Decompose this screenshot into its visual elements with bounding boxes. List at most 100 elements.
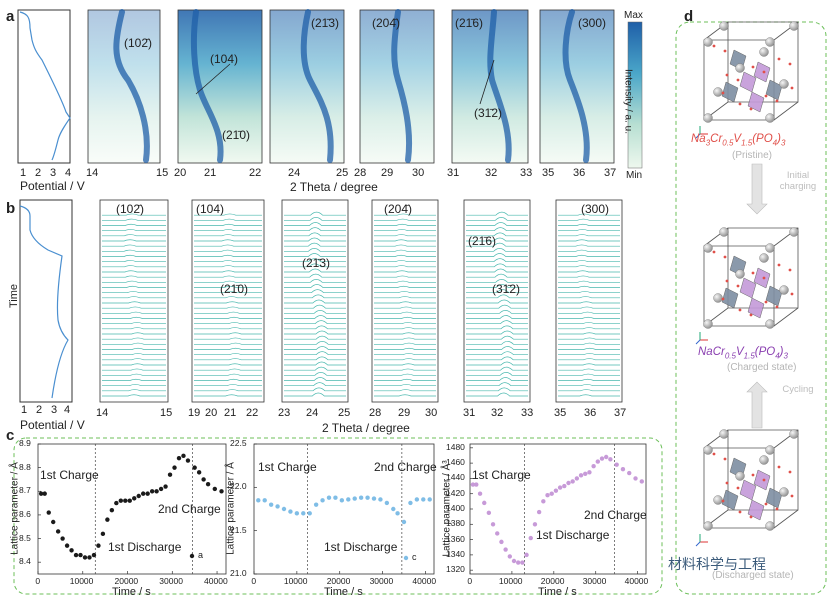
crystal-oxygen-atom bbox=[736, 78, 740, 82]
pc-data-point bbox=[490, 522, 496, 527]
pc-data-point bbox=[78, 552, 83, 558]
pb-pattern-line bbox=[284, 247, 346, 252]
pc-chart-2 bbox=[253, 443, 435, 575]
pc-yaxis-label: Lattice parameter / Å bbox=[9, 462, 21, 555]
pc-data-point bbox=[60, 536, 65, 541]
pc-ytick-label: 1420 bbox=[446, 487, 465, 498]
pb-pot-tick: 2 bbox=[36, 404, 43, 416]
pb-pattern-line bbox=[284, 325, 346, 330]
crystal-oxygen-atom bbox=[777, 263, 781, 267]
crystal-pristine bbox=[695, 21, 799, 139]
pc-data-point bbox=[149, 489, 155, 494]
pb-pattern-line bbox=[374, 301, 436, 304]
pb-s5-tick: 32 bbox=[491, 407, 504, 419]
pb-pattern-line bbox=[102, 363, 166, 366]
crystal-polyhedron bbox=[747, 91, 765, 113]
pc-data-point bbox=[599, 456, 605, 461]
crystal-oxygen-atom bbox=[790, 86, 794, 90]
pb-pattern-line bbox=[558, 275, 620, 278]
crystal-atom-ball bbox=[703, 521, 713, 531]
pb-pattern-line bbox=[374, 270, 436, 273]
pc-data-point bbox=[477, 491, 483, 496]
pb-pattern-line bbox=[466, 320, 528, 325]
crystal-atom-ball bbox=[703, 319, 713, 329]
crystal-atom-ball bbox=[713, 87, 723, 97]
pb-pattern-line bbox=[558, 373, 620, 376]
pb-pattern-line bbox=[374, 373, 436, 376]
pb-pattern-line bbox=[102, 311, 166, 314]
pb-pattern-line bbox=[102, 378, 166, 381]
pb-pattern-line bbox=[374, 394, 436, 397]
pc-data-point bbox=[486, 510, 492, 516]
state-pristine: (Pristine) bbox=[732, 150, 773, 161]
pb-pattern-line bbox=[102, 384, 166, 387]
pc-data-point bbox=[64, 543, 70, 548]
pb-pattern-line bbox=[466, 299, 528, 304]
pb-pattern-line bbox=[374, 218, 436, 221]
pa-leader-312 bbox=[479, 59, 495, 105]
pb-pattern-line bbox=[194, 285, 262, 288]
pc-annot-first-discharge: 1st Discharge bbox=[324, 540, 398, 554]
pc-data-point bbox=[288, 509, 293, 514]
pa-m6-tick: 35 bbox=[542, 167, 555, 179]
state-discharged: (Discharged state) bbox=[712, 570, 794, 581]
pb-pattern-line bbox=[558, 239, 620, 242]
crystal-oxygen-atom bbox=[777, 57, 781, 61]
pc-xtick-label: 20000 bbox=[114, 576, 139, 586]
pb-pattern-line bbox=[558, 363, 620, 366]
pb-pattern-line bbox=[284, 242, 346, 247]
pa-peak-204: (204̄) bbox=[372, 16, 401, 30]
pc-data-point bbox=[51, 519, 56, 525]
pc-data-point bbox=[524, 552, 529, 558]
pb-pattern-line bbox=[102, 218, 166, 221]
pb-pattern-line bbox=[284, 335, 346, 340]
pc-data-point bbox=[583, 471, 588, 477]
pb-pattern-line bbox=[558, 358, 620, 361]
pc-data-point bbox=[320, 498, 325, 503]
pb-peak-312: (31̄2) bbox=[492, 282, 521, 296]
pc-data-point bbox=[482, 500, 487, 506]
pc-xtick-label: 30000 bbox=[159, 576, 183, 586]
pb-pattern-line bbox=[102, 254, 166, 257]
pc-data-point bbox=[281, 506, 287, 512]
pa-two-theta-label: 2 Theta / degree bbox=[290, 180, 378, 194]
pb-pattern-line bbox=[466, 387, 528, 392]
crystal-polyhedron bbox=[721, 489, 739, 511]
pa-map-4-peak-track bbox=[391, 9, 413, 163]
pb-pattern-line bbox=[374, 254, 436, 257]
pa-potential-frame bbox=[17, 9, 71, 164]
pb-pattern-line bbox=[284, 356, 346, 361]
pc-xtick-label: 40000 bbox=[204, 576, 228, 586]
pb-pattern-line bbox=[102, 373, 166, 376]
pc-chart-3 bbox=[469, 443, 647, 575]
panel-a-label: a bbox=[6, 8, 15, 25]
pc-data-point bbox=[154, 489, 159, 494]
pb-pattern-line bbox=[102, 213, 166, 216]
pb-peak-213: (21̄3) bbox=[302, 256, 331, 270]
pc-ytick-label: 1360 bbox=[446, 533, 465, 544]
pb-pattern-line bbox=[374, 234, 436, 237]
pc-data-point bbox=[587, 470, 592, 475]
pb-pattern-line bbox=[466, 273, 528, 278]
pb-pattern-line bbox=[194, 363, 262, 366]
pb-pattern-line bbox=[194, 234, 262, 237]
crystal-oxygen-atom bbox=[777, 465, 781, 469]
pb-pattern-line bbox=[102, 322, 166, 325]
pb-pattern-line bbox=[194, 275, 262, 278]
pc-data-point bbox=[136, 493, 141, 499]
pb-pattern-line bbox=[284, 278, 346, 283]
pc-yaxis-label: Lattice parameter / Å bbox=[225, 462, 237, 555]
pa-map-3-peak-track bbox=[300, 9, 334, 163]
crystal-oxygen-atom bbox=[788, 62, 792, 66]
pc-xtick-label: 0 bbox=[35, 576, 41, 586]
pb-pattern-line bbox=[374, 249, 436, 252]
pa-m5-tick: 31 bbox=[447, 167, 460, 179]
pb-pattern-line bbox=[284, 232, 346, 237]
pc-data-point bbox=[294, 511, 300, 516]
pc-xtick-label: 40000 bbox=[412, 576, 437, 586]
pc-data-point bbox=[114, 500, 119, 506]
crystal-oxygen-atom bbox=[738, 308, 742, 312]
pa-leader-104 bbox=[195, 63, 231, 95]
pa-m3-tick: 24 bbox=[288, 167, 301, 179]
pb-pattern-line bbox=[374, 342, 436, 345]
